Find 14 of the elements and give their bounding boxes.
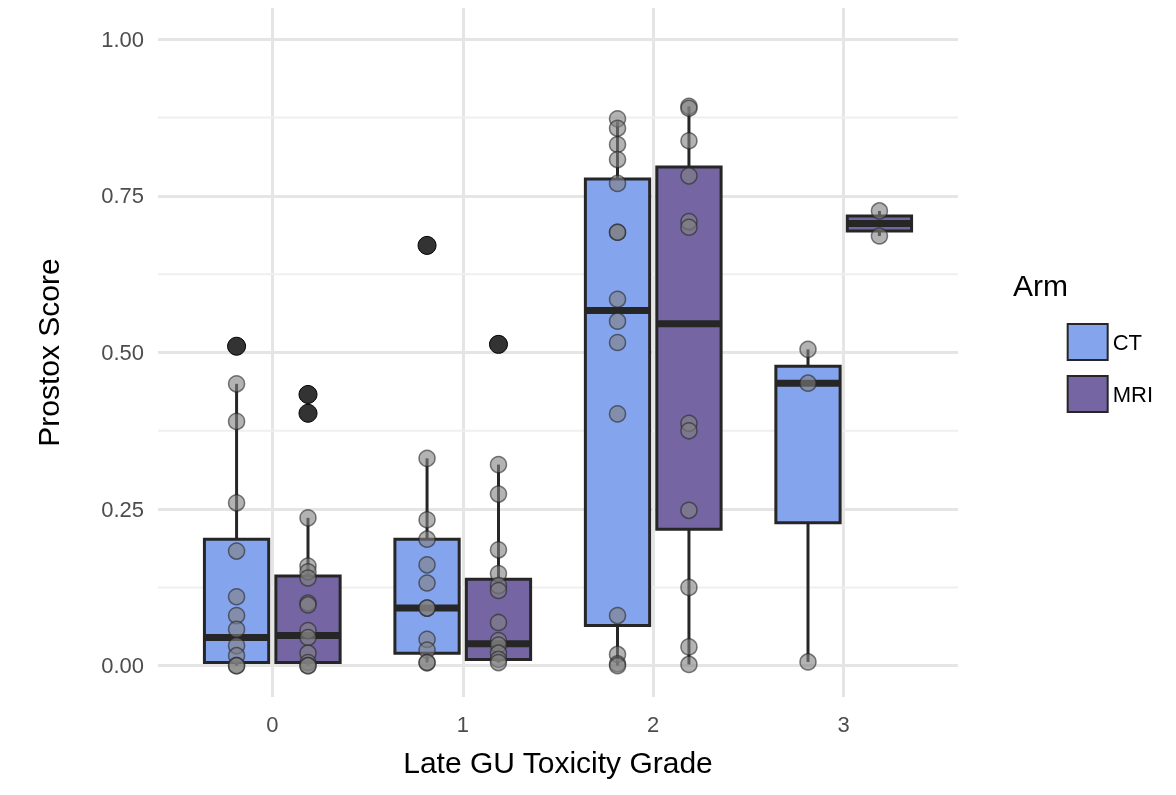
x-tick-label: 1: [456, 711, 469, 737]
legend-title: Arm: [1013, 268, 1069, 302]
x-tick-label: 3: [837, 711, 850, 737]
x-tick-label: 2: [647, 711, 660, 737]
y-tick-label: 1.00: [101, 26, 144, 52]
y-tick-label: 0.25: [101, 496, 144, 522]
y-tick-label: 0.00: [101, 653, 144, 679]
y-tick-label: 0.75: [101, 183, 144, 209]
y-tick-label: 0.50: [101, 340, 144, 365]
x-axis-title: Late GU Toxicity Grade: [403, 745, 713, 779]
x-tick-label: 0: [266, 711, 279, 737]
legend-label: MRI: [1112, 381, 1153, 407]
y-axis-title: Prostox Score: [31, 258, 65, 447]
legend-label: CT: [1112, 329, 1142, 355]
